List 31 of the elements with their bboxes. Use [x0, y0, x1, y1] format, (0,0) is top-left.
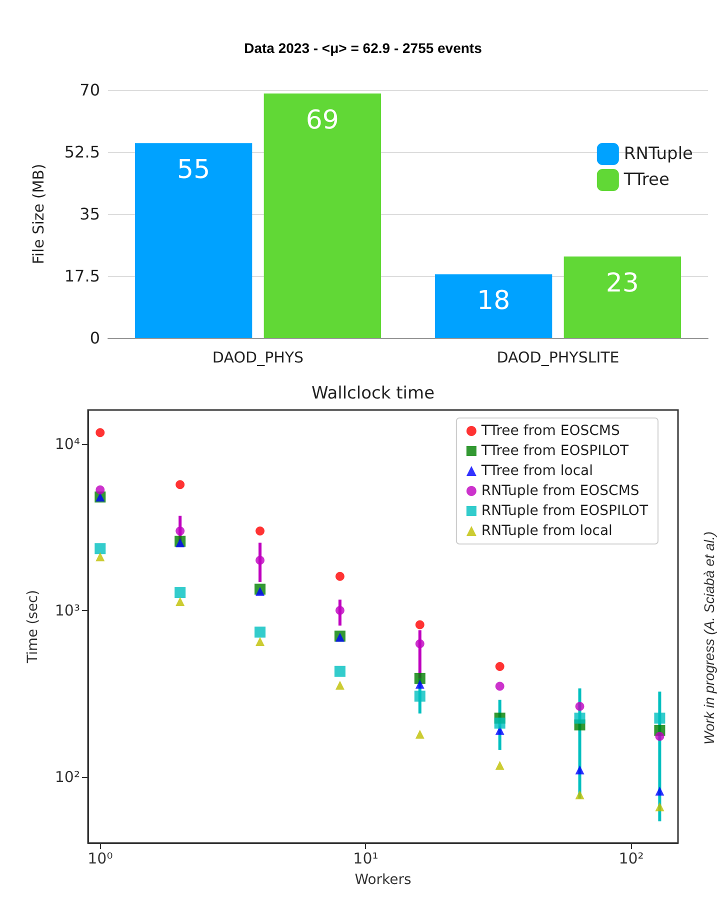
data-label: 18	[477, 286, 510, 316]
text: Work in progress (A. Sciabà et al.)	[701, 531, 717, 745]
legend-label: TTree from EOSCMS	[480, 423, 620, 439]
y-tick-label: 17.5	[64, 266, 100, 286]
y-tick-label: 52.5	[64, 142, 100, 162]
x-tick-label: 10¹	[353, 850, 378, 868]
chart-title: Wallclock time	[311, 384, 435, 404]
legend-label: RNTuple from local	[481, 523, 612, 539]
chart-title: Data 2023 - <μ> = 62.9 - 2755 events	[244, 40, 482, 56]
legend-label: RNTuple from EOSCMS	[481, 483, 640, 499]
y-tick-label: 10²	[54, 768, 80, 786]
y-tick-label: 70	[80, 80, 100, 100]
legend-label: TTree	[622, 170, 670, 190]
y-tick-label: 10⁴	[54, 434, 80, 453]
data-label: 55	[177, 155, 210, 186]
y-axis-title: File Size (MB)	[30, 164, 48, 264]
y-tick-label: 10³	[54, 601, 80, 620]
y-axis-title: Time (sec)	[25, 590, 41, 664]
x-tick-label: 10²	[618, 850, 644, 868]
y-tick-label: 35	[80, 204, 100, 224]
legend-label: RNTuple from EOSPILOT	[481, 503, 648, 519]
data-label: 23	[606, 268, 639, 299]
x-tick-label: DAOD_PHYSLITE	[496, 348, 620, 366]
x-tick-label: 10⁰	[88, 850, 113, 868]
data-label: 69	[306, 106, 339, 136]
legend-label: TTree from local	[480, 463, 594, 479]
x-axis-title: Workers	[354, 872, 412, 888]
legend-label: RNTuple	[624, 144, 694, 164]
y-tick-label: 0	[90, 328, 100, 348]
x-tick-label: DAOD_PHYS	[212, 348, 304, 366]
legend-label: TTree from EOSPILOT	[480, 443, 630, 459]
